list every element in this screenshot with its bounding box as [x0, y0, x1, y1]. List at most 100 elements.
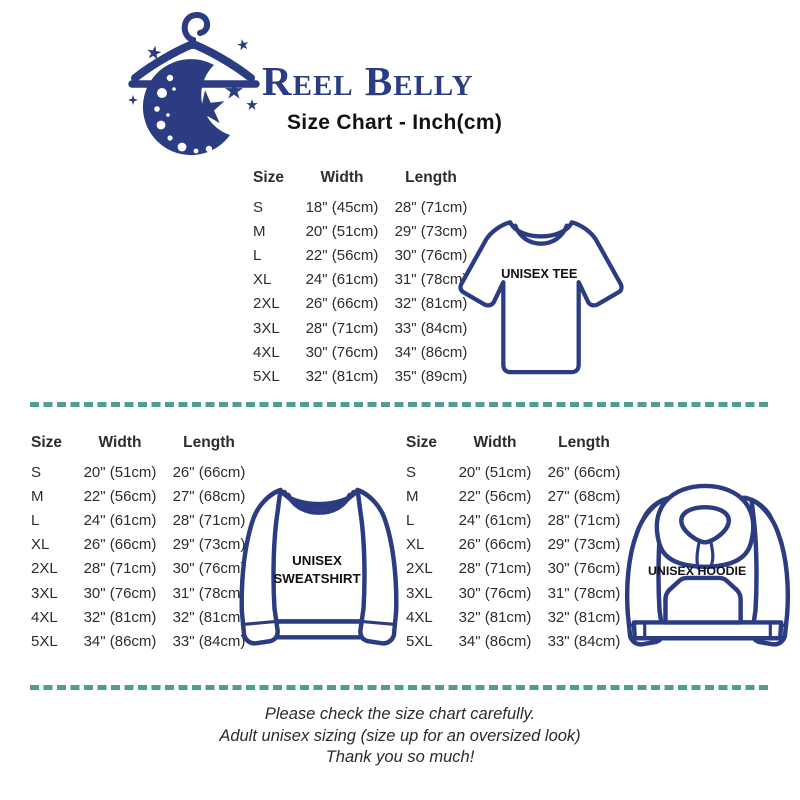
table-row: S 18" (45cm) 28" (71cm) — [250, 195, 477, 219]
tee-size-table: Size Width Length S 18" (45cm) 28" (71cm… — [250, 166, 477, 389]
length-cell: 34" (86cm) — [394, 343, 468, 361]
size-cell: 2XL — [253, 295, 280, 313]
size-cell: XL — [406, 536, 425, 554]
length-cell: 27" (68cm) — [172, 487, 246, 505]
length-cell: 26" (66cm) — [172, 463, 246, 481]
header-size: Size — [31, 434, 63, 451]
sweatshirt-size-table: Size Width Length S 20" (51cm) 26" (66cm… — [28, 431, 255, 654]
size-cell: M — [31, 487, 44, 505]
table-row: 4XL 30" (76cm) 34" (86cm) — [250, 340, 477, 364]
size-cell: S — [253, 198, 264, 216]
width-cell: 26" (66cm) — [458, 536, 532, 554]
table-header-row: Size Width Length — [28, 431, 255, 455]
length-cell: 30" (76cm) — [172, 560, 246, 578]
width-cell: 32" (81cm) — [83, 608, 157, 626]
hoodie-illustration: UNISEX HOODIE — [624, 483, 791, 647]
width-cell: 26" (66cm) — [83, 536, 157, 554]
length-cell: 30" (76cm) — [394, 246, 468, 264]
width-cell: 24" (61cm) — [83, 511, 157, 529]
table-row: 2XL 26" (66cm) 32" (81cm) — [250, 292, 477, 316]
table-row: XL 26" (66cm) 29" (73cm) — [403, 533, 630, 557]
table-row: 4XL 32" (81cm) 32" (81cm) — [28, 605, 255, 629]
header-width: Width — [473, 434, 517, 451]
length-cell: 30" (76cm) — [547, 560, 621, 578]
width-cell: 18" (45cm) — [305, 198, 379, 216]
brand-name: Reel Belly — [262, 58, 474, 104]
width-cell: 20" (51cm) — [305, 222, 379, 240]
length-cell: 26" (66cm) — [547, 463, 621, 481]
size-cell: L — [253, 246, 262, 264]
size-cell: 3XL — [253, 319, 280, 337]
size-cell: 4XL — [31, 608, 58, 626]
table-row: 3XL 28" (71cm) 33" (84cm) — [250, 316, 477, 340]
width-cell: 32" (81cm) — [458, 608, 532, 626]
header-width: Width — [98, 434, 142, 451]
table-row: M 22" (56cm) 27" (68cm) — [403, 484, 630, 508]
length-cell: 32" (81cm) — [547, 608, 621, 626]
width-cell: 34" (86cm) — [458, 632, 532, 650]
size-cell: 3XL — [31, 584, 58, 602]
size-cell: M — [253, 222, 266, 240]
sweatshirt-label-line2: SWEATSHIRT — [273, 571, 360, 586]
width-cell: 28" (71cm) — [458, 560, 532, 578]
footer-note: Please check the size chart carefully. A… — [0, 704, 800, 769]
tee-label: UNISEX TEE — [501, 266, 578, 281]
size-cell: XL — [253, 271, 272, 289]
size-cell: 4XL — [253, 343, 280, 361]
header-length: Length — [183, 434, 235, 451]
size-cell: L — [406, 511, 415, 529]
width-cell: 24" (61cm) — [458, 511, 532, 529]
table-row: L 24" (61cm) 28" (71cm) — [403, 508, 630, 532]
size-cell: 3XL — [406, 584, 433, 602]
size-cell: 2XL — [31, 560, 58, 578]
length-cell: 31" (78cm) — [394, 271, 468, 289]
length-cell: 29" (73cm) — [394, 222, 468, 240]
table-header-row: Size Width Length — [250, 166, 477, 190]
width-cell: 30" (76cm) — [83, 584, 157, 602]
width-cell: 32" (81cm) — [305, 367, 379, 385]
table-row: 5XL 34" (86cm) 33" (84cm) — [28, 629, 255, 653]
width-cell: 28" (71cm) — [305, 319, 379, 337]
size-cell: 5XL — [253, 367, 280, 385]
length-cell: 32" (81cm) — [172, 608, 246, 626]
table-row: XL 26" (66cm) 29" (73cm) — [28, 533, 255, 557]
dashed-divider — [30, 402, 770, 407]
width-cell: 26" (66cm) — [305, 295, 379, 313]
size-cell: 4XL — [406, 608, 433, 626]
length-cell: 29" (73cm) — [547, 536, 621, 554]
kangaroo-pocket — [663, 575, 743, 625]
size-cell: S — [406, 463, 417, 481]
table-row: L 24" (61cm) 28" (71cm) — [28, 508, 255, 532]
size-cell: 5XL — [31, 632, 58, 650]
header-size: Size — [406, 434, 438, 451]
header-size: Size — [253, 169, 285, 186]
tee-illustration: UNISEX TEE — [458, 220, 624, 375]
size-cell: 5XL — [406, 632, 433, 650]
table-row: 5XL 32" (81cm) 35" (89cm) — [250, 364, 477, 388]
footer-line: Thank you so much! — [325, 748, 475, 766]
width-cell: 24" (61cm) — [305, 271, 379, 289]
length-cell: 35" (89cm) — [394, 367, 468, 385]
width-cell: 20" (51cm) — [83, 463, 157, 481]
length-cell: 27" (68cm) — [547, 487, 621, 505]
dashed-divider — [30, 685, 770, 690]
footer-line: Adult unisex sizing (size up for an over… — [219, 726, 581, 745]
brand-logo — [128, 12, 260, 156]
table-row: M 22" (56cm) 27" (68cm) — [28, 484, 255, 508]
size-cell: M — [406, 487, 419, 505]
size-chart-title: Size Chart - Inch(cm) — [287, 111, 503, 134]
table-row: L 22" (56cm) 30" (76cm) — [250, 243, 477, 267]
width-cell: 28" (71cm) — [83, 560, 157, 578]
size-cell: XL — [31, 536, 50, 554]
width-cell: 22" (56cm) — [305, 246, 379, 264]
table-row: S 20" (51cm) 26" (66cm) — [28, 460, 255, 484]
length-cell: 29" (73cm) — [172, 536, 246, 554]
table-body: S 20" (51cm) 26" (66cm) M 22" (56cm) 27"… — [403, 460, 630, 654]
length-cell: 28" (71cm) — [547, 511, 621, 529]
header-width: Width — [320, 169, 364, 186]
table-row: S 20" (51cm) 26" (66cm) — [403, 460, 630, 484]
size-cell: S — [31, 463, 42, 481]
sweatshirt-label-line1: UNISEX — [292, 553, 342, 568]
width-cell: 22" (56cm) — [83, 487, 157, 505]
